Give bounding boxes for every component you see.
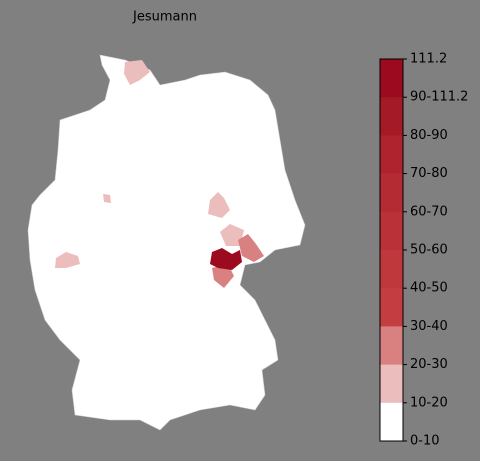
germany-map bbox=[27, 54, 306, 431]
colorbar-label: 0-10 bbox=[410, 434, 440, 449]
colorbar-segment bbox=[380, 288, 403, 327]
colorbar-label: 50-60 bbox=[410, 243, 448, 258]
colorbar-label: 30-40 bbox=[410, 319, 448, 334]
colorbar-label: 20-30 bbox=[410, 357, 448, 372]
region-east-a bbox=[208, 192, 230, 218]
region-east-d bbox=[212, 264, 234, 288]
colorbar-segment bbox=[380, 97, 403, 136]
colorbar-segment bbox=[380, 173, 403, 213]
colorbar-segment bbox=[380, 364, 403, 404]
colorbar-label: 111.2 bbox=[410, 52, 447, 67]
region-west-small bbox=[103, 194, 111, 203]
region-north bbox=[124, 60, 150, 85]
region-southwest bbox=[55, 252, 80, 268]
colorbar-segment bbox=[380, 59, 403, 98]
colorbar-label: 90-111.2 bbox=[410, 90, 468, 105]
region-east-c bbox=[238, 234, 264, 262]
map-title: Jesumann bbox=[132, 10, 197, 25]
country-outline bbox=[27, 54, 306, 431]
colorbar-label: 70-80 bbox=[410, 166, 448, 181]
colorbar-segment bbox=[380, 402, 403, 442]
colorbar-label: 40-50 bbox=[410, 281, 448, 296]
colorbar-segment bbox=[380, 326, 403, 365]
colorbar-label: 10-20 bbox=[410, 395, 448, 410]
colorbar-label: 80-90 bbox=[410, 128, 448, 143]
colorbar-segment bbox=[380, 211, 403, 251]
colorbar: 111.2 90-111.2 80-90 70-80 60-70 50-60 40-50 30… bbox=[379, 52, 468, 449]
region-east-b bbox=[220, 224, 244, 246]
colorbar-label: 60-70 bbox=[410, 204, 448, 219]
colorbar-segment bbox=[380, 135, 403, 174]
region-east-e bbox=[210, 248, 242, 270]
colorbar-segment bbox=[380, 250, 403, 289]
